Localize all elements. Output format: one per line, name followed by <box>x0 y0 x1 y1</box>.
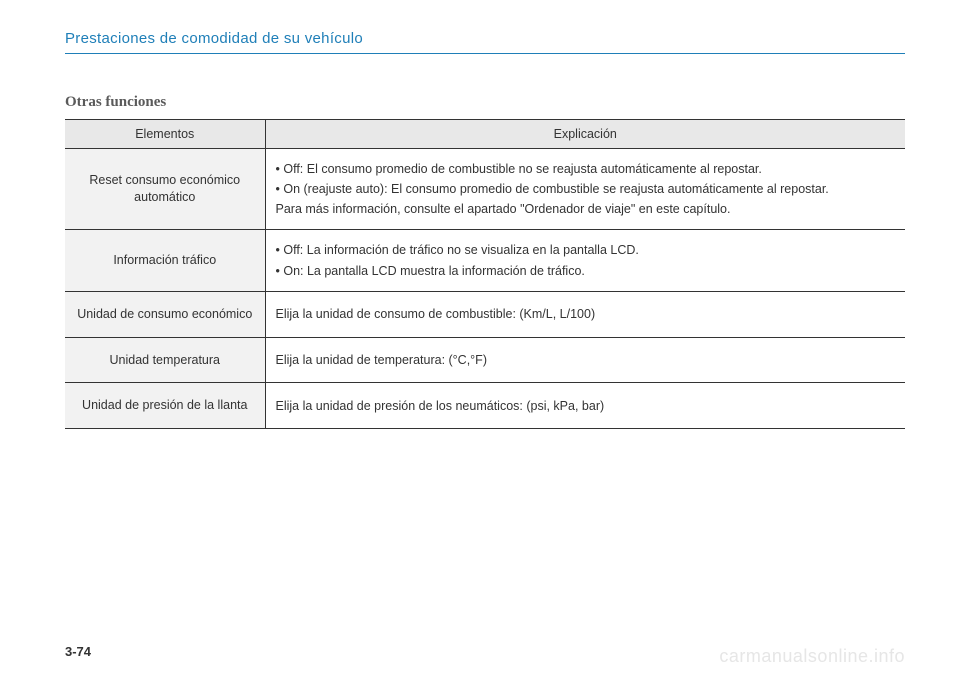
row-explanation-cell: Elija la unidad de temperatura: (°C,°F) <box>265 337 905 383</box>
table-body: Reset consumo económico automático • Off:… <box>65 149 905 429</box>
header-rule: Prestaciones de comodidad de su vehículo <box>65 30 905 54</box>
document-page: Prestaciones de comodidad de su vehículo… <box>0 0 960 429</box>
table-row: Unidad temperatura Elija la unidad de tem… <box>65 337 905 383</box>
explanation-line: Elija la unidad de consumo de combustibl… <box>276 305 896 323</box>
page-number: 3-74 <box>65 644 91 659</box>
table-row: Reset consumo económico automático • Off:… <box>65 149 905 230</box>
table-row: Unidad de consumo económico Elija la unid… <box>65 291 905 337</box>
watermark: carmanualsonline.info <box>719 646 905 667</box>
row-explanation-cell: • Off: La información de tráfico no se v… <box>265 230 905 291</box>
row-element-cell: Unidad temperatura <box>65 337 265 383</box>
row-explanation-cell: • Off: El consumo promedio de combustibl… <box>265 149 905 230</box>
row-element-cell: Unidad de presión de la llanta <box>65 383 265 429</box>
table-row: Información tráfico • Off: La información… <box>65 230 905 291</box>
column-header-explicacion: Explicación <box>265 120 905 149</box>
section-title: Otras funciones <box>65 94 905 111</box>
table-header-row: Elementos Explicación <box>65 120 905 149</box>
explanation-line: Elija la unidad de presión de los neumát… <box>276 397 896 415</box>
explanation-line: • Off: El consumo promedio de combustibl… <box>276 160 896 178</box>
row-explanation-cell: Elija la unidad de consumo de combustibl… <box>265 291 905 337</box>
row-explanation-cell: Elija la unidad de presión de los neumát… <box>265 383 905 429</box>
explanation-line: • On (reajuste auto): El consumo promedi… <box>276 180 896 198</box>
explanation-line: • Off: La información de tráfico no se v… <box>276 241 896 259</box>
row-element-cell: Unidad de consumo económico <box>65 291 265 337</box>
row-element-cell: Reset consumo económico automático <box>65 149 265 230</box>
row-element-cell: Información tráfico <box>65 230 265 291</box>
explanation-line: • On: La pantalla LCD muestra la informa… <box>276 262 896 280</box>
functions-table: Elementos Explicación Reset consumo econ… <box>65 119 905 429</box>
header-title: Prestaciones de comodidad de su vehículo <box>65 30 905 47</box>
explanation-line: Para más información, consulte el aparta… <box>276 200 896 218</box>
explanation-line: Elija la unidad de temperatura: (°C,°F) <box>276 351 896 369</box>
table-row: Unidad de presión de la llanta Elija la u… <box>65 383 905 429</box>
column-header-elementos: Elementos <box>65 120 265 149</box>
